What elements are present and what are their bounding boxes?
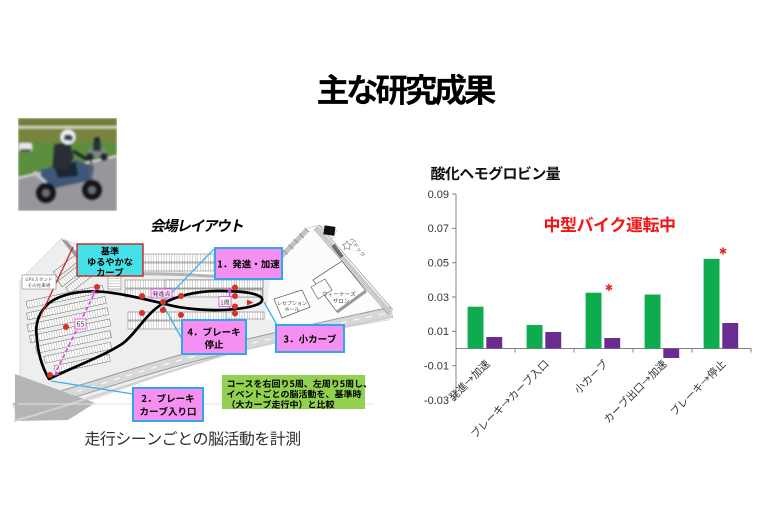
- svg-text:-0.03: -0.03: [424, 395, 449, 407]
- svg-text:0.03: 0.03: [428, 292, 449, 304]
- svg-text:0.05: 0.05: [428, 258, 449, 270]
- svg-text:0.09: 0.09: [428, 189, 449, 201]
- svg-text:0.01: 0.01: [428, 326, 449, 338]
- svg-text:0.07: 0.07: [428, 223, 449, 235]
- svg-text:-0.01: -0.01: [424, 361, 449, 373]
